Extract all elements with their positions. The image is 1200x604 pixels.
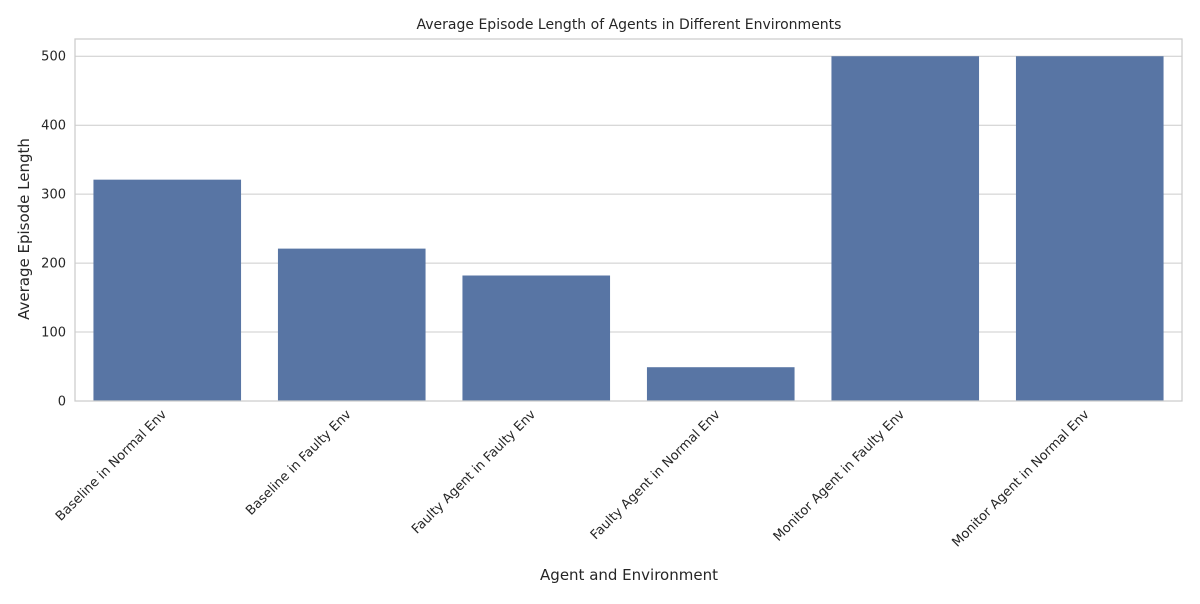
bars	[93, 56, 1164, 401]
bar	[462, 275, 611, 401]
plot-border	[74, 38, 1183, 402]
y-tick-label: 400	[41, 119, 66, 134]
bar	[646, 367, 795, 401]
y-tick-label: 0	[58, 395, 66, 410]
x-tick-label: Faulty Agent in Normal Env	[588, 407, 724, 543]
x-tick-label: Faulty Agent in Faulty Env	[409, 407, 539, 537]
x-axis-label: Agent and Environment	[540, 566, 718, 584]
chart-title: Average Episode Length of Agents in Diff…	[417, 17, 842, 33]
bar	[277, 248, 426, 401]
y-tick-label: 500	[41, 50, 66, 65]
x-tick-label: Monitor Agent in Normal Env	[949, 407, 1092, 550]
y-axis-label: Average Episode Length	[15, 138, 33, 320]
x-tick-labels: Baseline in Normal Env Baseline in Faulty…	[53, 407, 1093, 550]
y-tick-label: 300	[41, 188, 66, 203]
y-tick-labels: 0 100 200 300 400 500	[41, 50, 66, 410]
x-tick-label: Baseline in Normal Env	[53, 407, 170, 524]
plot-frame	[74, 38, 1183, 402]
bar	[1015, 56, 1164, 401]
x-tick-label: Baseline in Faulty Env	[243, 407, 355, 519]
y-tick-label: 100	[41, 326, 66, 341]
x-tick-label: Monitor Agent in Faulty Env	[771, 407, 909, 545]
bar	[93, 179, 242, 401]
y-tick-label: 200	[41, 257, 66, 272]
bar	[831, 56, 980, 401]
